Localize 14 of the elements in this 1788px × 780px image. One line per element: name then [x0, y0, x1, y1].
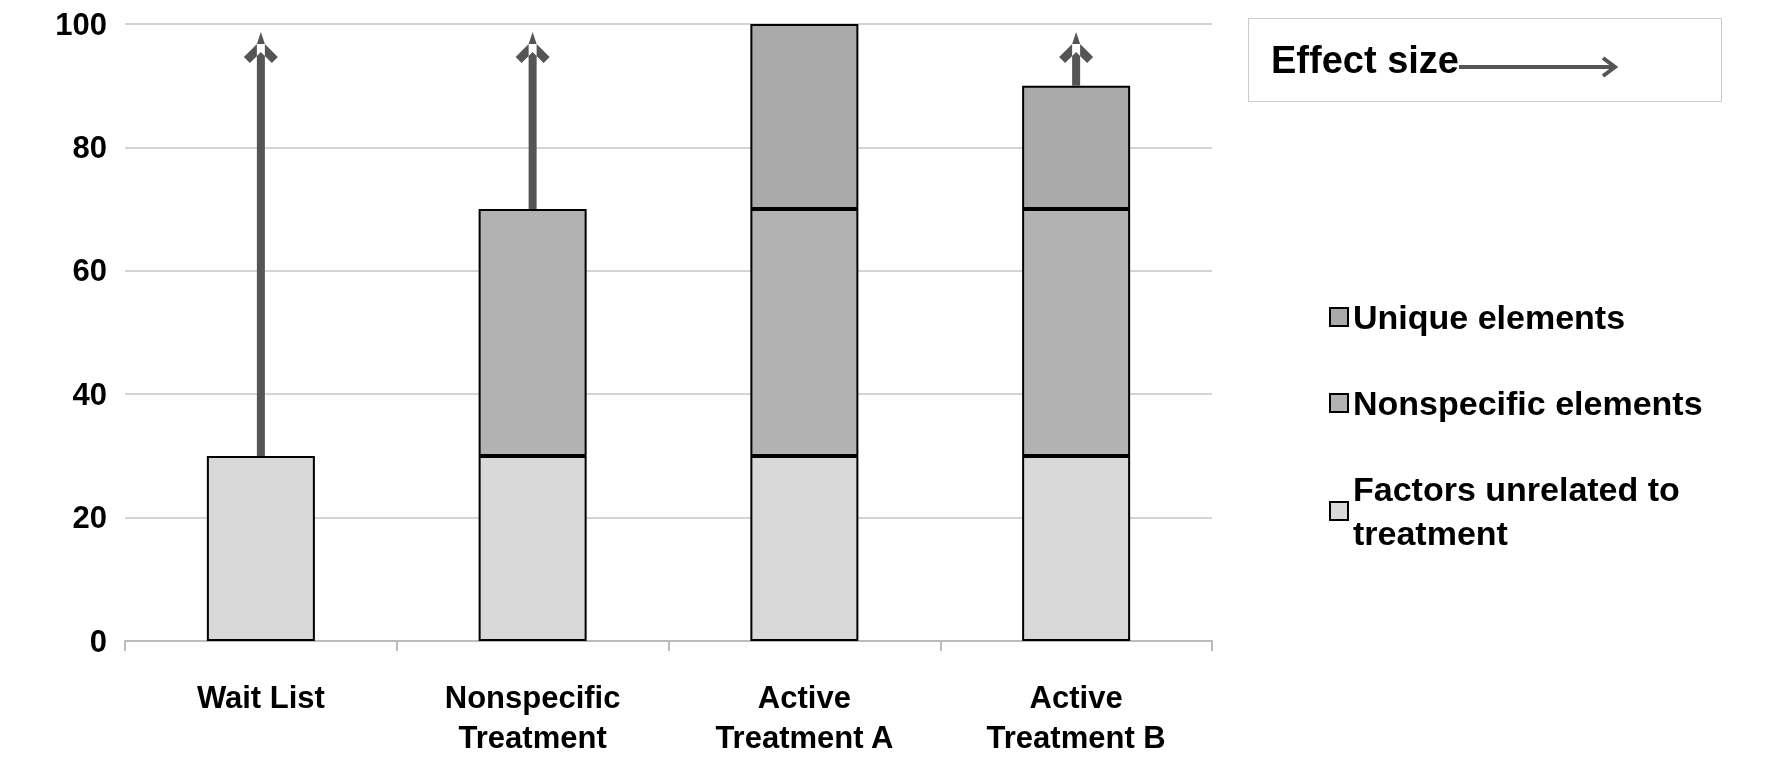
y-tick-label: 40 [72, 376, 107, 412]
x-tick-label: Active Treatment B [986, 679, 1166, 755]
y-tick-label: 20 [72, 500, 107, 536]
y-tick-label: 100 [55, 6, 107, 42]
y-tick-label: 80 [72, 129, 107, 165]
legend-label: Factors unrelated to treatment [1353, 470, 1690, 552]
x-tick-label: Nonspecific Treatment [444, 679, 621, 755]
legend-label: Nonspecific elements [1353, 384, 1703, 422]
y-tick-label: 0 [89, 623, 107, 659]
text: Effect size [1271, 38, 1459, 82]
legend-label: Unique elements [1353, 298, 1626, 336]
y-tick-label: 60 [72, 253, 107, 289]
x-tick-label: Active Treatment A [715, 679, 894, 755]
x-tick-label: Wait List [196, 679, 325, 715]
